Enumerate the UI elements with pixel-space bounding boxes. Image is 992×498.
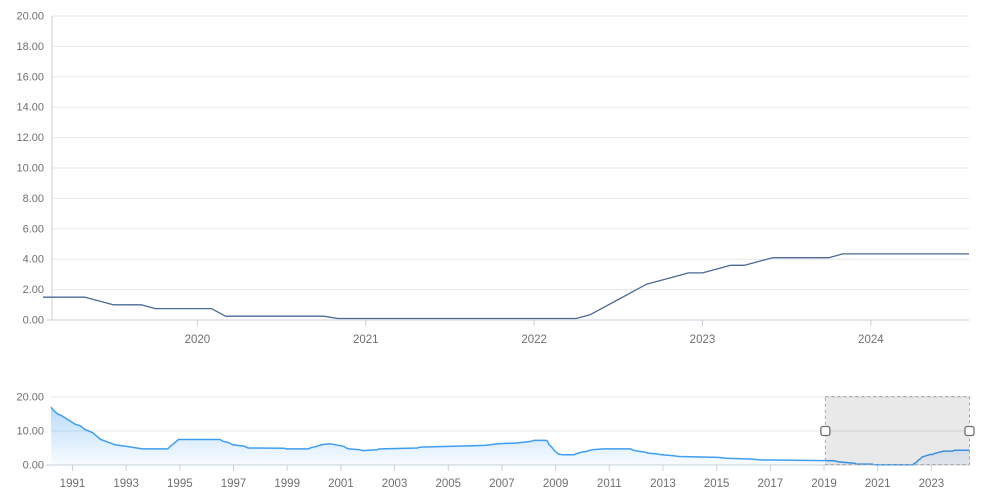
- axis-tick-label: 12.00: [16, 132, 44, 144]
- axis-tick-label: 1999: [274, 478, 300, 490]
- axis-tick-label: 2020: [185, 334, 211, 346]
- axis-tick-label: 2009: [543, 478, 569, 490]
- axis-tick-label: 2003: [382, 478, 408, 490]
- main-chart: 0.00 2.00 4.00 6.00 8.00 10.00 12.00 14.00 16.00…: [16, 11, 969, 346]
- axis-tick-label: 2024: [858, 334, 884, 346]
- axis-tick-label: 20.00: [16, 392, 44, 404]
- navigator: 0.00 10.00 20.00 1991 1993 1995 1997 1999 2001 20…: [16, 392, 975, 490]
- axis-tick-label: 8.00: [23, 193, 44, 205]
- navigator-handle-right[interactable]: [964, 425, 975, 437]
- axis-tick-label: 10.00: [16, 426, 44, 438]
- axis-tick-label: 1997: [221, 478, 247, 490]
- axis-tick-label: 2017: [758, 478, 784, 490]
- axis-tick-label: 2001: [328, 478, 354, 490]
- axis-tick-label: 14.00: [16, 102, 44, 114]
- cash-rate-line: [43, 253, 969, 320]
- axis-tick-label: 2015: [704, 478, 730, 490]
- navigator-selected-range[interactable]: [824, 396, 970, 465]
- axis-tick-label: 1991: [60, 478, 86, 490]
- axis-tick-label: 6.00: [23, 223, 44, 235]
- axis-tick-label: 4.00: [23, 254, 44, 266]
- axis-tick-label: 2021: [353, 334, 379, 346]
- axis-tick-label: 0.00: [23, 460, 44, 472]
- axis-tick-label: 20.00: [16, 11, 44, 23]
- axis-tick-label: 2023: [919, 478, 945, 490]
- axis-tick-label: 16.00: [16, 71, 44, 83]
- axis-tick-label: 2007: [489, 478, 515, 490]
- axis-tick-label: 18.00: [16, 41, 44, 53]
- axis-tick-label: 2022: [521, 334, 547, 346]
- axis-tick-label: 1995: [167, 478, 193, 490]
- axis-tick-label: 2019: [811, 478, 837, 490]
- navigator-handle-left[interactable]: [820, 425, 831, 437]
- axis-tick-label: 10.00: [16, 163, 44, 175]
- navigator-series-area: [51, 407, 970, 465]
- axis-tick-label: 2021: [865, 478, 891, 490]
- axis-tick-label: 2023: [690, 334, 716, 346]
- axis-tick-label: 2.00: [23, 284, 44, 296]
- axis-tick-label: 1993: [113, 478, 139, 490]
- axis-tick-label: 0.00: [23, 315, 44, 327]
- axis-tick-label: 2005: [435, 478, 461, 490]
- axis-tick-label: 2011: [597, 478, 622, 490]
- main-plot-area[interactable]: [52, 16, 969, 320]
- axis-tick-label: 2013: [650, 478, 676, 490]
